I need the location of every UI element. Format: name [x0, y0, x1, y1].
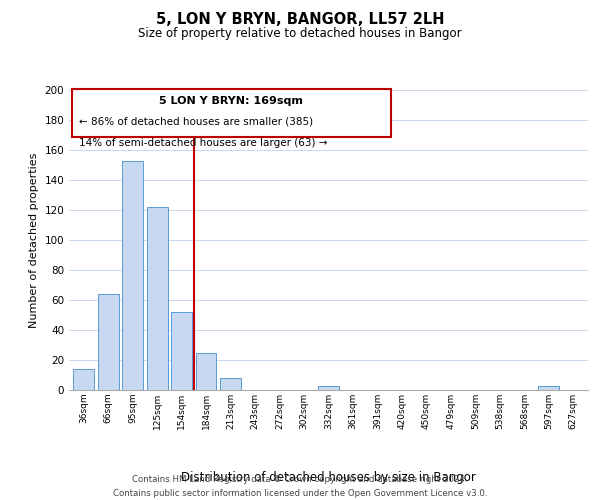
Bar — [122, 160, 143, 390]
Text: 5, LON Y BRYN, BANGOR, LL57 2LH: 5, LON Y BRYN, BANGOR, LL57 2LH — [156, 12, 444, 28]
FancyBboxPatch shape — [71, 88, 391, 136]
Text: 14% of semi-detached houses are larger (63) →: 14% of semi-detached houses are larger (… — [79, 138, 328, 148]
Bar — [73, 369, 94, 390]
Text: ← 86% of detached houses are smaller (385): ← 86% of detached houses are smaller (38… — [79, 117, 314, 127]
Bar — [196, 352, 217, 390]
Text: 5 LON Y BRYN: 169sqm: 5 LON Y BRYN: 169sqm — [160, 96, 303, 106]
X-axis label: Distribution of detached houses by size in Bangor: Distribution of detached houses by size … — [181, 471, 476, 484]
Bar — [98, 294, 119, 390]
Y-axis label: Number of detached properties: Number of detached properties — [29, 152, 39, 328]
Bar — [171, 312, 192, 390]
Text: Size of property relative to detached houses in Bangor: Size of property relative to detached ho… — [138, 28, 462, 40]
Text: Contains HM Land Registry data © Crown copyright and database right 2024.
Contai: Contains HM Land Registry data © Crown c… — [113, 476, 487, 498]
Bar — [538, 386, 559, 390]
Bar — [318, 386, 339, 390]
Bar — [147, 207, 167, 390]
Bar — [220, 378, 241, 390]
